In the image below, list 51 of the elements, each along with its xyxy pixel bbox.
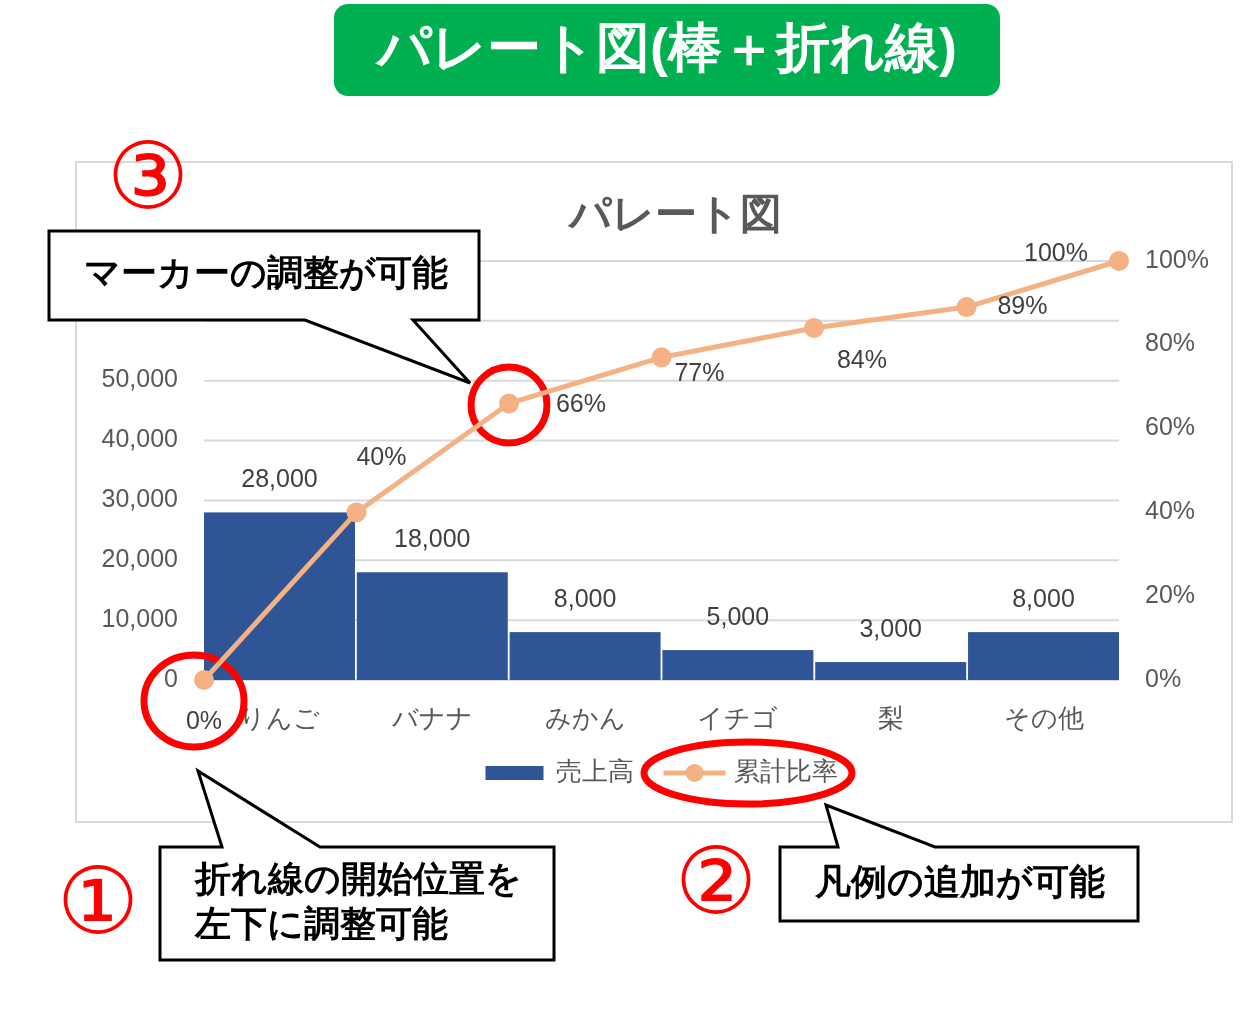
data-label: 40% bbox=[356, 442, 407, 471]
bar bbox=[204, 512, 355, 680]
point bbox=[1109, 251, 1129, 271]
point bbox=[651, 347, 672, 368]
y-tick-label: 10,000 bbox=[101, 603, 178, 632]
y-tick-label: 60% bbox=[1145, 412, 1196, 441]
chart-subtitle: パレート図 bbox=[566, 190, 782, 238]
y-tick-label: 40,000 bbox=[101, 424, 178, 453]
data-label: 77% bbox=[674, 357, 725, 386]
data-label: 8,000 bbox=[553, 583, 617, 612]
x-tick-label: イチゴ bbox=[697, 702, 779, 733]
y-tick-label: 20,000 bbox=[101, 543, 178, 572]
text: 折れ線の開始位置を左下に調整可能 bbox=[193, 857, 522, 944]
point bbox=[956, 297, 977, 318]
point bbox=[804, 318, 824, 339]
x-tick-label: 梨 bbox=[877, 702, 904, 733]
y-tick-label: 30,000 bbox=[101, 484, 178, 513]
x-tick-label: りんご bbox=[238, 702, 320, 733]
text: ③ bbox=[106, 125, 190, 227]
data-label: 18,000 bbox=[394, 523, 471, 552]
y-tick-label: 40% bbox=[1145, 496, 1196, 525]
legend-label: 売上高 bbox=[555, 755, 634, 786]
bar bbox=[968, 632, 1119, 680]
point bbox=[346, 502, 367, 523]
bar bbox=[356, 572, 508, 680]
data-label: 84% bbox=[836, 344, 888, 373]
data-label: 5,000 bbox=[706, 601, 770, 630]
data-label: 89% bbox=[997, 290, 1048, 319]
data-label: 0% bbox=[185, 705, 223, 734]
y-tick-label: 0 bbox=[164, 663, 178, 692]
text: ① bbox=[56, 850, 140, 952]
data-label: 28,000 bbox=[241, 464, 318, 493]
point bbox=[194, 670, 214, 690]
x-tick-label: バナナ bbox=[390, 702, 473, 733]
data-label: 66% bbox=[555, 389, 607, 418]
data-label: 3,000 bbox=[859, 613, 922, 642]
annotation: マーカーの調整が可能 bbox=[84, 252, 448, 294]
chart-title: パレート図(棒＋折れ線) bbox=[374, 17, 957, 78]
y-tick-label: 80% bbox=[1145, 328, 1196, 357]
x-tick-label: その他 bbox=[1003, 702, 1084, 733]
text: ② bbox=[674, 830, 758, 932]
legend-label: 累計比率 bbox=[733, 755, 838, 786]
y-tick-label: 20% bbox=[1145, 579, 1196, 608]
text: 凡例の追加が可能 bbox=[814, 860, 1105, 902]
y-tick-label: 50,000 bbox=[101, 364, 178, 393]
data-label: 8,000 bbox=[1012, 583, 1075, 612]
data-label: 100% bbox=[1024, 237, 1088, 266]
y-tick-label: 100% bbox=[1145, 244, 1209, 273]
x-tick-label: みかん bbox=[544, 702, 626, 733]
y-tick-label: 0% bbox=[1145, 663, 1182, 692]
bar bbox=[815, 662, 967, 680]
